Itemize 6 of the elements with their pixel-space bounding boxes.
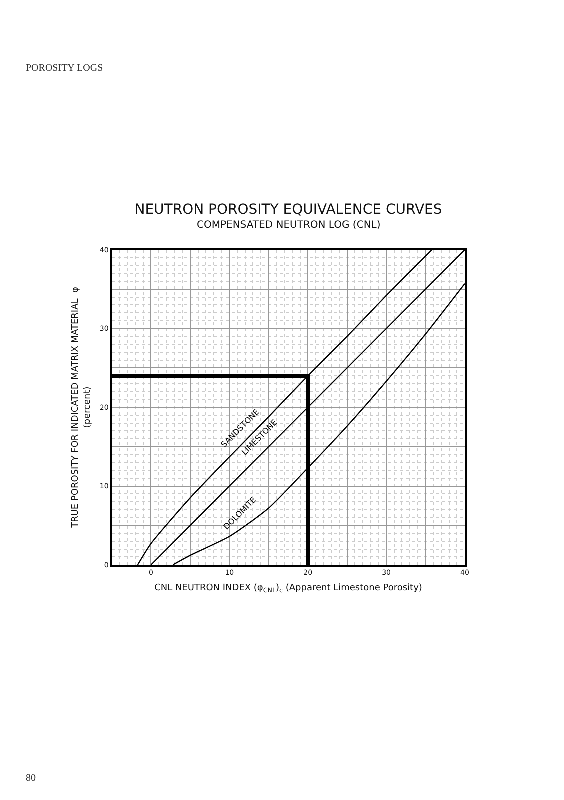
y-axis-title: TRUE POROSITY FOR INDICATED MATRIX MATERIAL φ (percent) xyxy=(71,287,93,529)
text: POROSITY LOGS xyxy=(26,63,104,74)
text: 80 xyxy=(26,773,36,784)
chart-title: NEUTRON POROSITY EQUIVALENCE CURVES xyxy=(134,202,442,218)
chart-subtitle: COMPENSATED NEUTRON LOG (CNL) xyxy=(197,220,381,231)
x-axis-title: CNL NEUTRON INDEX (φ$_{CNL}$)$_{c}$ (Apparent Limestone Porosity) xyxy=(154,583,422,594)
